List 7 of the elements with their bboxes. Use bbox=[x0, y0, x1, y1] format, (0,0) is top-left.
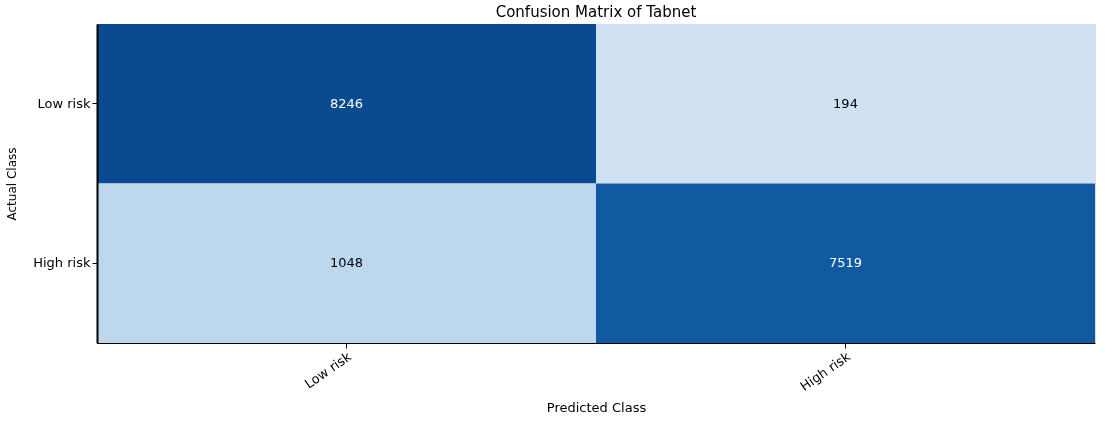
data-label: 7519 bbox=[828, 255, 863, 271]
x-axis-title: Predicted Class bbox=[546, 400, 647, 415]
data-label: 8246 bbox=[329, 95, 364, 111]
chart-title: Confusion Matrix of Tabnet bbox=[495, 3, 697, 21]
data-label: 1048 bbox=[329, 255, 364, 271]
data-label: 194 bbox=[833, 95, 858, 111]
y-axis-title: Actual Class bbox=[5, 147, 20, 221]
